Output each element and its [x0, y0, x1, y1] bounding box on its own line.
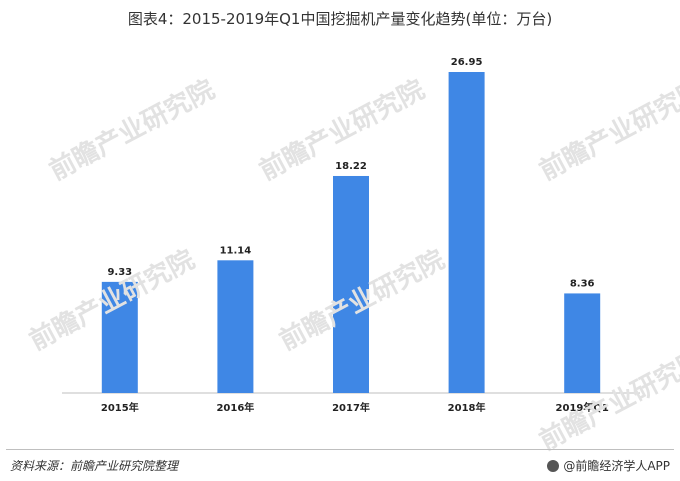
footer: 资料来源：前瞻产业研究院整理 @前瞻经济学人APP [0, 445, 680, 481]
brand-credit: @前瞻经济学人APP [547, 457, 670, 474]
data-label-2: 18.22 [335, 161, 367, 172]
chart-title: 图表4：2015-2019年Q1中国挖掘机产量变化趋势(单位：万台) [127, 10, 553, 28]
x-tick-label-1: 2016年 [216, 401, 254, 414]
footer-divider [6, 449, 674, 450]
bar-0 [101, 281, 138, 393]
x-tick-label-3: 2018年 [448, 401, 486, 414]
bar-chart: 9.33 2015年 11.14 2016年 18.22 2017年 26.95 2018年 8… [62, 57, 640, 414]
x-tick-label-2: 2017年 [332, 401, 370, 414]
data-label-0: 9.33 [107, 267, 132, 278]
x-tick-label-4: 2019年Q1 [556, 401, 609, 414]
brand-text: @前瞻经济学人APP [563, 459, 670, 473]
bar-4 [564, 293, 601, 393]
bar-3 [448, 72, 485, 393]
data-label-3: 26.95 [451, 57, 483, 68]
data-label-4: 8.36 [570, 278, 595, 289]
data-label-1: 11.14 [220, 245, 252, 256]
brand-logo-icon [547, 460, 560, 472]
source-note: 资料来源：前瞻产业研究院整理 [10, 459, 179, 473]
x-tick-label-0: 2015年 [101, 401, 139, 414]
bar-1 [217, 260, 254, 393]
bar-2 [333, 175, 369, 393]
